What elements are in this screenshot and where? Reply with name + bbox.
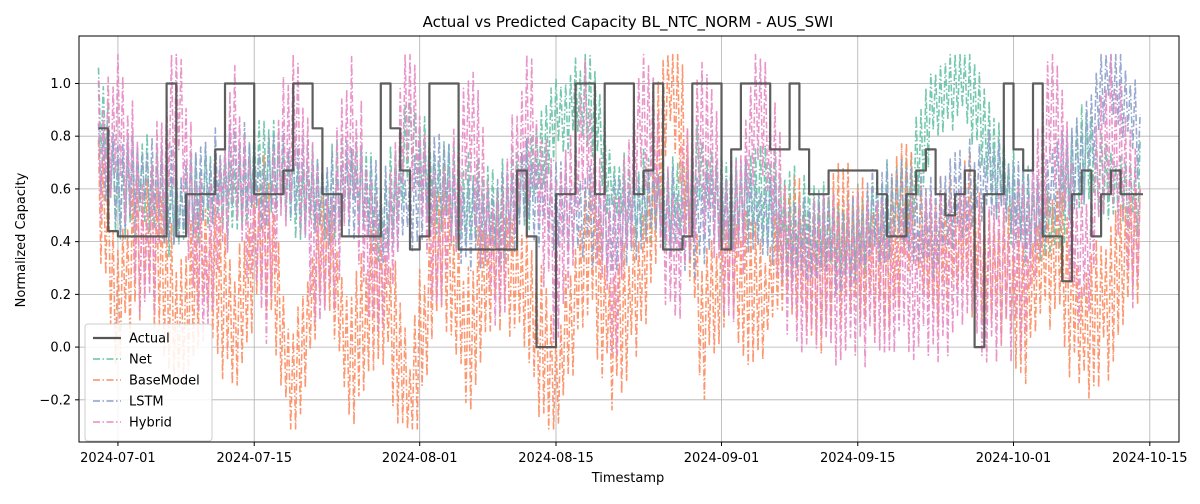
x-axis-label: Timestamp xyxy=(591,471,665,486)
x-axis-ticks: 2024-07-01 2024-07-15 2024-08-01 2024-08-15… xyxy=(80,442,1188,466)
x-tick-label: 2024-09-15 xyxy=(820,451,896,466)
y-tick-label: 0.4 xyxy=(50,235,71,250)
x-tick-label: 2024-10-01 xyxy=(976,451,1052,466)
legend-label-net: Net xyxy=(129,353,152,368)
series-line-hybrid xyxy=(97,53,1141,368)
x-tick-label: 2024-09-01 xyxy=(684,451,760,466)
series-line-lstm xyxy=(97,53,1141,295)
legend-label-hybrid: Hybrid xyxy=(129,416,172,431)
series-line-actual xyxy=(98,82,1143,349)
series-line-basemodel xyxy=(97,53,1141,430)
y-tick-label: 0.0 xyxy=(50,341,71,356)
x-tick-label: 2024-08-15 xyxy=(518,451,594,466)
legend-label-basemodel: BaseModel xyxy=(129,374,200,389)
x-tick-label: 2024-07-01 xyxy=(80,451,156,466)
series-layer xyxy=(97,53,1143,430)
legend-label-actual: Actual xyxy=(129,332,170,347)
y-tick-label: 1.0 xyxy=(50,77,71,92)
y-axis-label: Normalized Capacity xyxy=(14,172,29,307)
x-tick-label: 2024-08-01 xyxy=(382,451,458,466)
plot-frame xyxy=(78,35,1180,443)
x-tick-label: 2024-07-15 xyxy=(216,451,292,466)
x-tick-label: 2024-10-15 xyxy=(1112,451,1188,466)
y-tick-label: 0.8 xyxy=(50,130,71,145)
y-tick-label: −0.2 xyxy=(39,393,71,408)
y-tick-label: 0.6 xyxy=(50,182,71,197)
y-axis-ticks: −0.2 0.0 0.2 0.4 0.6 0.8 1.0 xyxy=(39,77,79,408)
y-tick-label: 0.2 xyxy=(50,288,71,303)
legend-box xyxy=(84,323,213,442)
chart-title: Actual vs Predicted Capacity BL_NTC_NORM… xyxy=(423,13,834,32)
legend-label-lstm: LSTM xyxy=(129,395,164,410)
legend: Actual Net BaseModel LSTM Hybrid xyxy=(84,323,213,442)
